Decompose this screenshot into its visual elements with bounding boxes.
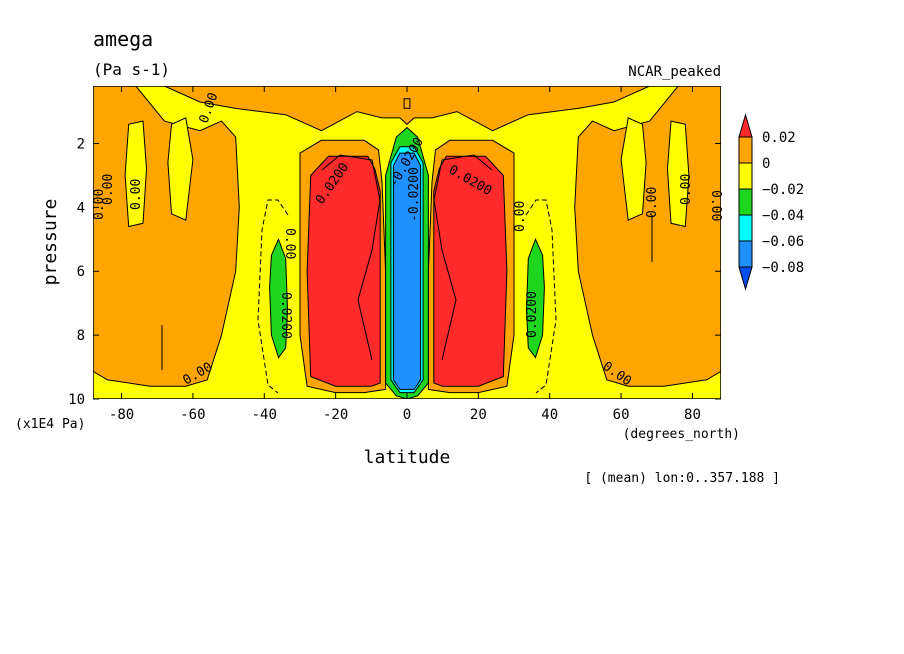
plot-area: 0.00 0.00 0.00 0.00 0.00 0.00 0.00 0.00 … xyxy=(92,86,723,399)
x-tick-label: -20 xyxy=(323,407,348,423)
colorbar-swatch xyxy=(738,136,753,164)
chart-units: (Pa s-1) xyxy=(93,60,170,79)
colorbar-swatch xyxy=(738,162,753,190)
contour-region xyxy=(666,120,690,228)
contour-region xyxy=(574,86,721,387)
x-tick-label: -60 xyxy=(180,407,205,423)
colorbar-label: 0 xyxy=(762,156,770,172)
colorbar-label: −0.08 xyxy=(762,260,804,276)
x-tick-label: 0 xyxy=(403,407,411,423)
footer-note: [ (mean) lon:0..357.188 ] xyxy=(584,471,780,486)
colorbar: 0.02 0 −0.02 −0.04 −0.06 −0.08 xyxy=(738,113,804,291)
chart-title: amega xyxy=(93,27,153,51)
x-tick-label: -80 xyxy=(109,407,134,423)
contour-region xyxy=(124,120,148,228)
colorbar-swatch xyxy=(738,188,753,216)
contour-label: 0.00 xyxy=(645,187,660,218)
y-tick-label: 2 xyxy=(77,136,85,152)
contour-region xyxy=(525,237,545,359)
contour-region xyxy=(167,117,194,221)
contour-label: 0.00 xyxy=(282,228,297,259)
contour-line-neg-right xyxy=(525,199,557,394)
contour-region xyxy=(306,155,381,387)
colorbar-swatch xyxy=(738,113,753,138)
y-tick-label: 10 xyxy=(68,392,85,408)
contour-label: 0.00 xyxy=(92,189,107,220)
x-tick-label: 20 xyxy=(470,407,487,423)
x-axis: -80 -60 -40 -20 0 20 40 60 80 xyxy=(109,86,701,423)
colorbar-label: −0.04 xyxy=(762,208,804,224)
y-tick-label: 4 xyxy=(77,200,85,216)
colorbar-swatch xyxy=(738,266,753,291)
y-axis-label: pressure xyxy=(40,199,61,286)
y-tick-label: 8 xyxy=(77,328,85,344)
contour-line-neg-left xyxy=(257,199,289,394)
contour-label: 0.0200 xyxy=(525,291,540,338)
x-axis-label: latitude xyxy=(364,447,451,468)
contour-label: 0.00 xyxy=(129,179,144,210)
contour-line-inner-right xyxy=(433,154,493,361)
contour-label: 0.00 xyxy=(679,174,694,205)
colorbar-swatch xyxy=(738,240,753,268)
contour-line-inner-left xyxy=(321,154,381,361)
y-axis: 2 4 6 8 10 xyxy=(68,136,721,408)
contour-region xyxy=(403,98,411,109)
colorbar-label: −0.06 xyxy=(762,234,804,250)
contour-region xyxy=(269,237,289,359)
contour-label: 0.00 xyxy=(708,190,723,221)
colorbar-swatch xyxy=(738,214,753,242)
contour-label: 0.00 xyxy=(513,201,528,232)
colorbar-label: −0.02 xyxy=(762,182,804,198)
x-tick-label: 80 xyxy=(684,407,701,423)
contour-label: 0.00 xyxy=(101,174,116,205)
colorbar-label: 0.02 xyxy=(762,130,796,146)
experiment-label: NCAR_peaked xyxy=(628,64,721,80)
contour-region xyxy=(433,155,508,387)
contour-region xyxy=(93,86,240,387)
contour-lines xyxy=(93,86,721,399)
y-axis-units: (x1E4 Pa) xyxy=(15,417,85,432)
contour-fills xyxy=(93,86,721,399)
y-tick-label: 6 xyxy=(77,264,85,280)
x-axis-units: (degrees_north) xyxy=(623,427,740,442)
contour-region xyxy=(392,152,422,390)
x-tick-label: 60 xyxy=(613,407,630,423)
x-tick-label: -40 xyxy=(252,407,277,423)
contour-region xyxy=(620,117,647,221)
contour-label: 0.0200 xyxy=(278,292,293,339)
x-tick-label: 40 xyxy=(541,407,558,423)
contour-label: -0.0200 xyxy=(407,167,422,222)
